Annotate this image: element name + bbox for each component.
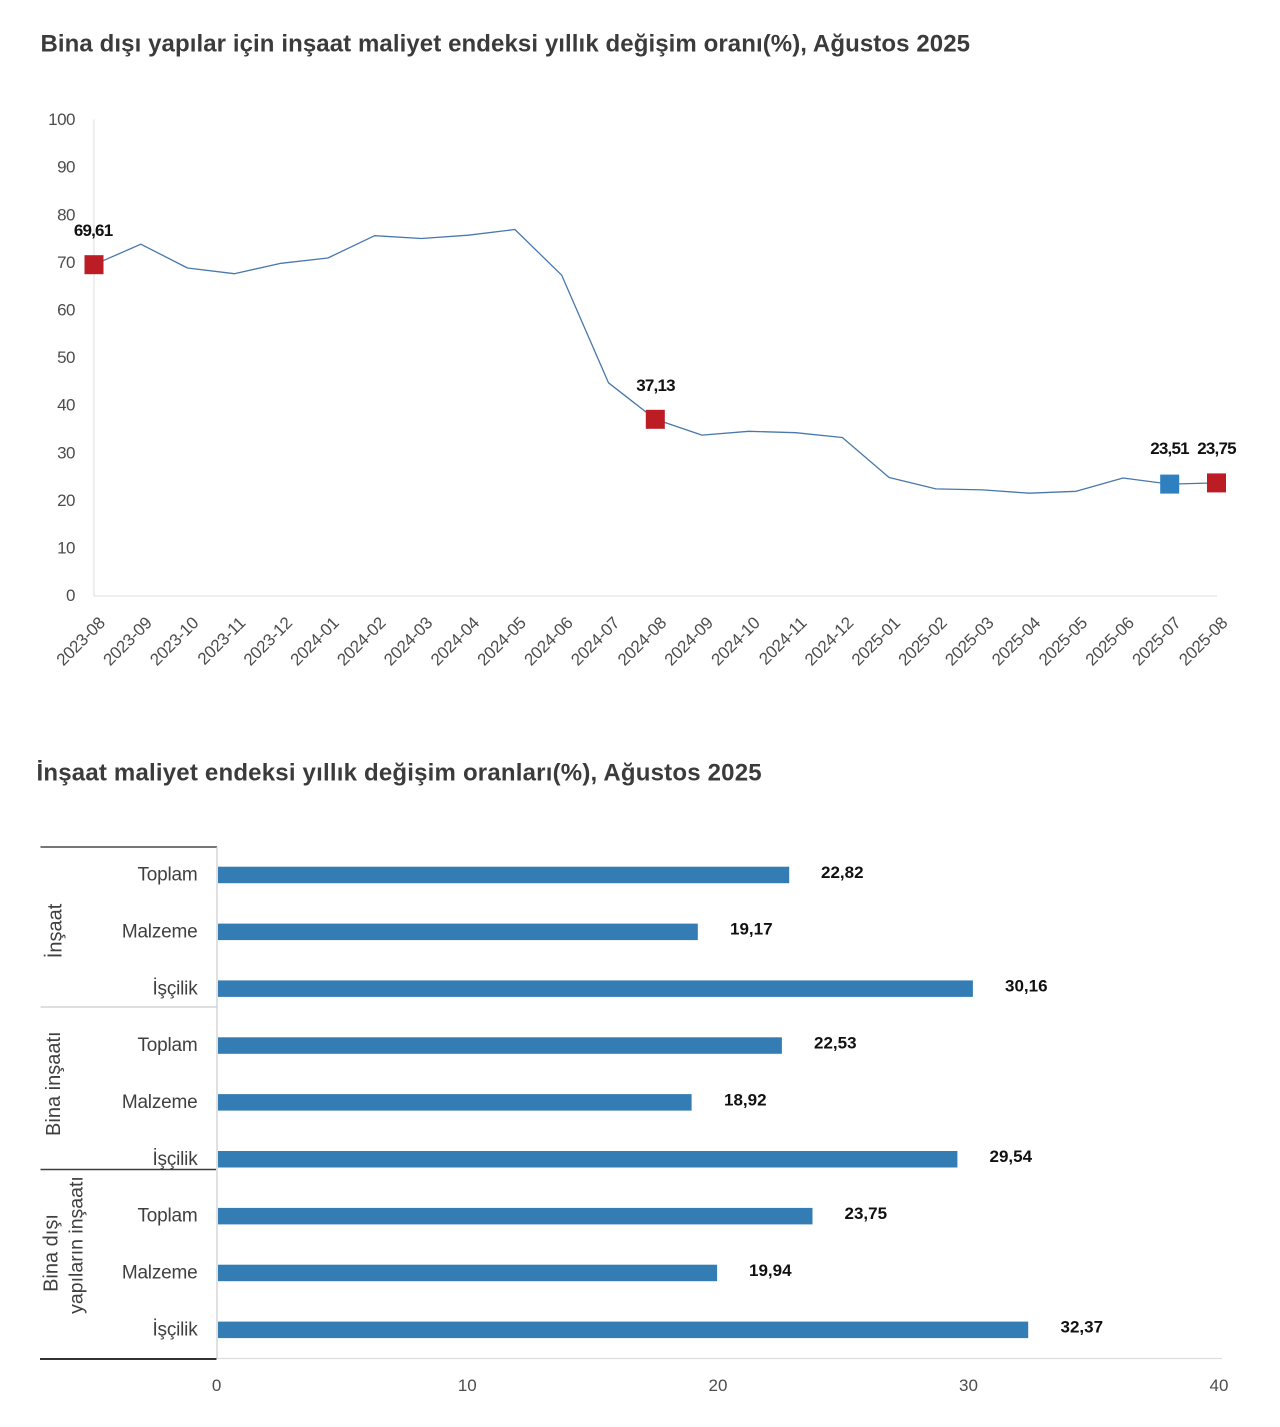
svg-text:2024-01: 2024-01 (287, 613, 343, 669)
svg-text:İşçilik: İşçilik (152, 1149, 198, 1170)
svg-text:70: 70 (57, 253, 75, 272)
svg-text:2025-07: 2025-07 (1128, 613, 1184, 669)
svg-text:10: 10 (458, 1376, 477, 1395)
svg-text:Bina dışı yapılar için inşaat: Bina dışı yapılar için inşaat maliyet en… (41, 31, 971, 58)
svg-text:2025-06: 2025-06 (1082, 613, 1138, 669)
svg-text:50: 50 (57, 348, 75, 367)
svg-text:Malzeme: Malzeme (122, 921, 198, 942)
svg-text:22,82: 22,82 (821, 863, 864, 882)
svg-text:69,61: 69,61 (74, 221, 113, 240)
svg-text:80: 80 (57, 205, 75, 224)
svg-text:2025-08: 2025-08 (1175, 613, 1231, 669)
svg-text:İnşaat: İnşaat (43, 903, 66, 958)
svg-text:0: 0 (212, 1376, 221, 1395)
svg-text:2025-03: 2025-03 (941, 613, 997, 669)
svg-text:20: 20 (57, 491, 75, 510)
svg-text:32,37: 32,37 (1061, 1318, 1104, 1337)
svg-text:yapıların inşaatı: yapıların inşaatı (65, 1176, 87, 1314)
svg-text:2025-02: 2025-02 (895, 613, 951, 669)
svg-text:37,13: 37,13 (636, 376, 675, 395)
svg-text:23,51: 23,51 (1150, 439, 1189, 458)
svg-text:Malzeme: Malzeme (122, 1263, 198, 1284)
svg-text:60: 60 (57, 301, 75, 320)
svg-text:2024-06: 2024-06 (520, 613, 576, 669)
svg-text:2024-03: 2024-03 (380, 613, 436, 669)
svg-text:40: 40 (1210, 1376, 1229, 1395)
svg-text:Toplam: Toplam (137, 1035, 197, 1056)
svg-text:19,94: 19,94 (749, 1261, 792, 1280)
svg-text:2024-05: 2024-05 (474, 613, 530, 669)
svg-text:2023-10: 2023-10 (146, 613, 202, 669)
svg-text:23,75: 23,75 (1197, 439, 1236, 458)
svg-text:2024-04: 2024-04 (427, 613, 483, 669)
svg-text:19,17: 19,17 (730, 920, 773, 939)
svg-text:Malzeme: Malzeme (122, 1092, 198, 1113)
svg-text:İnşaat maliyet endeksi yıllık: İnşaat maliyet endeksi yıllık değişim or… (37, 760, 762, 787)
svg-text:100: 100 (48, 110, 75, 129)
svg-text:2024-11: 2024-11 (755, 613, 810, 668)
svg-text:2024-07: 2024-07 (567, 613, 623, 669)
svg-text:10: 10 (57, 539, 75, 558)
svg-text:23,75: 23,75 (845, 1204, 888, 1223)
svg-text:30,16: 30,16 (1005, 977, 1048, 996)
svg-text:2025-04: 2025-04 (988, 613, 1044, 669)
svg-text:Bina inşaatı: Bina inşaatı (43, 1031, 65, 1136)
svg-text:22,53: 22,53 (814, 1034, 857, 1053)
svg-text:Bina dışı: Bina dışı (40, 1214, 62, 1292)
svg-text:2023-11: 2023-11 (194, 613, 249, 668)
svg-text:29,54: 29,54 (990, 1147, 1033, 1166)
svg-text:90: 90 (57, 158, 75, 177)
svg-text:2025-05: 2025-05 (1035, 613, 1091, 669)
svg-text:2023-09: 2023-09 (100, 613, 156, 669)
svg-text:İşçilik: İşçilik (152, 978, 198, 999)
svg-text:İşçilik: İşçilik (152, 1319, 198, 1340)
svg-text:2024-09: 2024-09 (661, 613, 717, 669)
svg-text:2024-02: 2024-02 (333, 613, 389, 669)
svg-text:0: 0 (66, 586, 75, 605)
svg-text:30: 30 (959, 1376, 978, 1395)
svg-text:2024-12: 2024-12 (801, 613, 857, 669)
svg-text:40: 40 (57, 396, 75, 415)
svg-text:2023-08: 2023-08 (53, 613, 109, 669)
svg-text:2025-01: 2025-01 (848, 613, 904, 669)
svg-text:2024-10: 2024-10 (708, 613, 764, 669)
svg-text:2024-08: 2024-08 (614, 613, 670, 669)
svg-text:30: 30 (57, 443, 75, 462)
svg-text:20: 20 (709, 1376, 728, 1395)
svg-text:2023-12: 2023-12 (240, 613, 296, 669)
svg-text:18,92: 18,92 (724, 1090, 767, 1109)
svg-text:Toplam: Toplam (137, 865, 197, 886)
svg-text:Toplam: Toplam (137, 1206, 197, 1227)
